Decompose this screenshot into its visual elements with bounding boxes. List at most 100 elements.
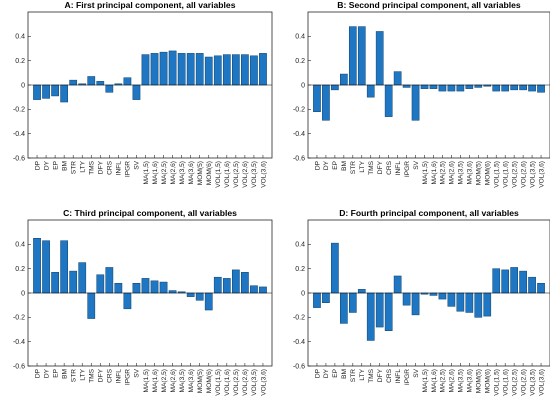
bar: [465, 84, 474, 89]
x-tick-label: BM: [341, 369, 348, 379]
y-tick-label: 0.2: [295, 266, 305, 273]
x-tick-label: VOL(2,5): [511, 369, 518, 396]
x-tick-label: LTY: [359, 368, 366, 380]
bar: [33, 84, 41, 100]
x-tick-label: VOL(3,6): [260, 161, 267, 188]
x-tick-label: DFY: [377, 368, 384, 382]
x-tick-label: MOM(6): [206, 369, 213, 393]
bar: [411, 84, 420, 121]
x-tick-label: VOL(2,5): [233, 161, 240, 188]
x-tick-label: TMS: [89, 160, 96, 175]
x-tick-label: VOL(3,6): [538, 369, 545, 396]
x-tick-label: MOM(6): [485, 161, 492, 185]
bar: [447, 292, 456, 307]
x-tick-label: LTY: [359, 160, 366, 172]
bar: [366, 84, 375, 98]
x-tick-label: TMS: [368, 160, 375, 175]
bar: [331, 242, 339, 294]
bar: [114, 283, 123, 294]
x-tick-label: VOL(1,5): [494, 161, 501, 188]
y-tick-label: -0.4: [293, 131, 305, 138]
bar: [411, 292, 420, 316]
y-tick-label: -0.6: [13, 363, 25, 370]
x-tick-label: MOM(5): [197, 369, 204, 393]
x-tick-label: MA(2,5): [440, 369, 447, 392]
x-tick-label: SV: [134, 160, 141, 169]
x-tick-label: LTY: [80, 368, 87, 380]
bar: [42, 84, 50, 99]
x-tick-label: CRS: [386, 160, 393, 175]
bar: [250, 285, 258, 294]
bar: [313, 292, 321, 308]
y-tick-label: -0.4: [13, 339, 25, 346]
x-tick-label: MA(3,5): [179, 369, 186, 392]
x-tick-label: MOM(5): [476, 369, 483, 393]
bar: [60, 240, 69, 294]
bar: [51, 272, 59, 294]
bar: [69, 270, 78, 294]
chart-title: B: Second principal component, all varia…: [337, 0, 521, 10]
x-tick-label: VOL(3,5): [529, 369, 536, 396]
bar: [204, 56, 213, 86]
x-tick-label: MA(1,5): [143, 369, 150, 392]
bar: [402, 292, 411, 306]
x-tick-label: CRS: [386, 368, 393, 383]
chart-title: C: Third principal component, all variab…: [63, 208, 237, 218]
x-tick-label: DY: [43, 160, 50, 170]
x-tick-label: DP: [314, 160, 321, 170]
bar: [384, 292, 393, 331]
x-tick-label: VOL(2,5): [233, 369, 240, 396]
x-tick-label: DP: [34, 160, 41, 170]
x-tick-label: MOM(6): [206, 161, 213, 185]
x-tick-label: STR: [350, 161, 357, 174]
x-tick-label: MA(1,5): [422, 369, 429, 392]
x-tick-label: BM: [61, 369, 68, 379]
x-tick-label: DP: [314, 368, 321, 378]
x-tick-label: MA(2,5): [440, 161, 447, 184]
chart-title: A: First principal component, all variab…: [65, 0, 236, 10]
x-tick-label: CRS: [107, 368, 114, 383]
chart-title: D: Fourth principal component, all varia…: [339, 208, 519, 218]
x-tick-label: IPGR: [404, 369, 411, 385]
bar: [241, 272, 249, 294]
y-tick-label: 0.4: [15, 34, 25, 41]
bar: [42, 240, 50, 294]
bar: [510, 267, 518, 294]
bar: [474, 292, 483, 318]
bar: [259, 286, 267, 294]
y-tick-label: -0.6: [293, 363, 305, 370]
bar: [33, 238, 41, 294]
bar: [519, 84, 527, 91]
x-tick-label: MA(3,6): [467, 161, 474, 184]
x-tick-label: SV: [134, 368, 141, 377]
bar: [474, 84, 483, 88]
bar: [132, 283, 141, 294]
bar: [105, 84, 114, 93]
bar: [222, 54, 231, 86]
y-tick-label: 0: [301, 82, 305, 89]
x-tick-label: VOL(3,5): [529, 161, 536, 188]
y-tick-label: -0.6: [293, 155, 305, 162]
bar: [159, 51, 168, 86]
x-tick-label: VOL(1,6): [224, 161, 231, 188]
x-tick-label: SV: [413, 160, 420, 169]
x-tick-label: TMS: [368, 368, 375, 383]
bar: [348, 292, 357, 313]
bar: [195, 53, 204, 86]
x-tick-label: MOM(5): [197, 161, 204, 185]
bar: [393, 275, 402, 294]
bar: [51, 84, 59, 97]
x-tick-label: SV: [413, 368, 420, 377]
y-tick-label: 0: [21, 290, 25, 297]
bar: [141, 278, 150, 294]
bar: [537, 84, 545, 93]
x-tick-label: INFL: [116, 161, 123, 176]
bar: [438, 84, 447, 92]
x-tick-label: EP: [52, 368, 59, 377]
bar: [231, 54, 240, 86]
y-tick-label: -0.6: [13, 155, 25, 162]
x-tick-label: MA(2,6): [449, 161, 456, 184]
bar: [123, 77, 132, 86]
bar: [123, 292, 132, 310]
bar: [132, 84, 141, 100]
